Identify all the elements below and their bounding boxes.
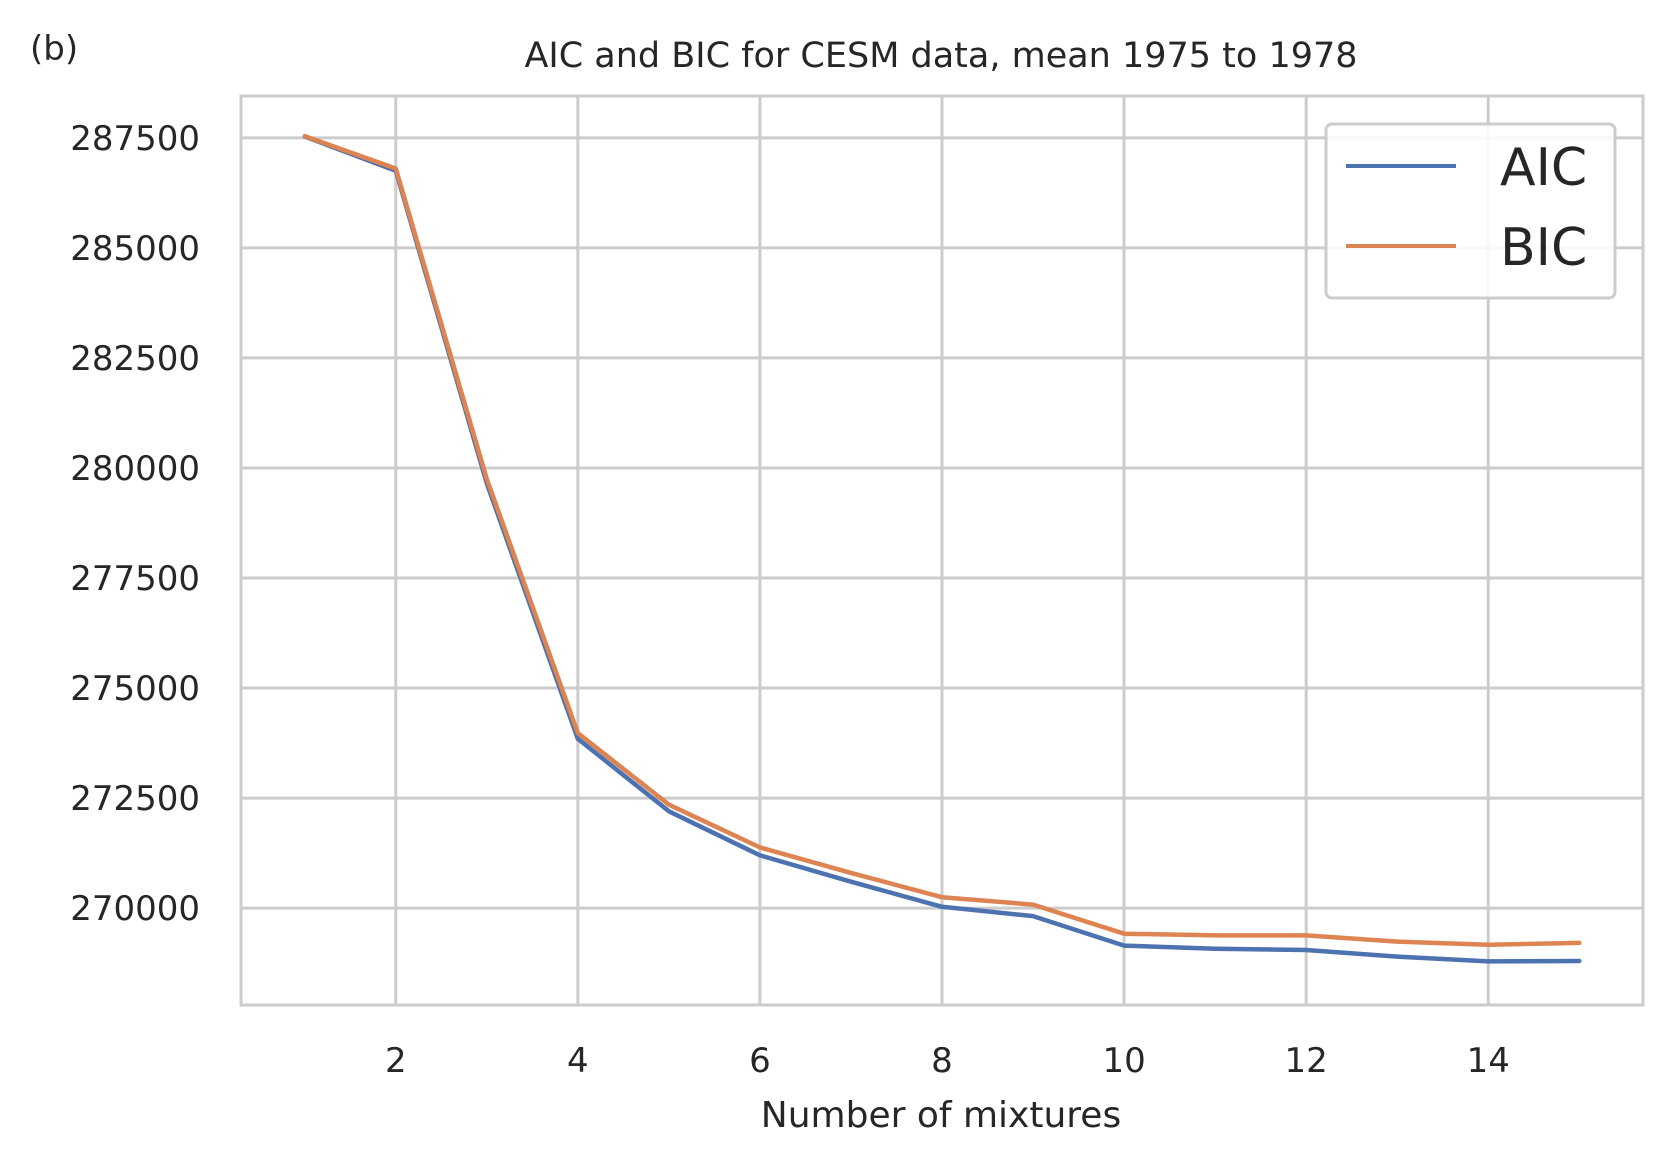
y-tick-label: 270000 <box>70 889 200 929</box>
y-tick-label: 277500 <box>70 559 200 599</box>
series-lines <box>302 133 1582 964</box>
x-tick-label: 4 <box>567 1041 589 1081</box>
x-tick-label: 8 <box>931 1041 953 1081</box>
legend-label-aic: AIC <box>1500 138 1587 198</box>
legend-label-bic: BIC <box>1500 218 1587 278</box>
chart-title: AIC and BIC for CESM data, mean 1975 to … <box>524 36 1357 76</box>
y-tick-label: 275000 <box>70 669 200 709</box>
tick-labels: 2 4 6 8 10 12 14 270000 272500 275000 277500 280000… <box>70 119 1510 1081</box>
legend: AIC BIC <box>1324 122 1617 300</box>
x-tick-label: 6 <box>749 1041 771 1081</box>
y-tick-label: 280000 <box>70 449 200 489</box>
panel-label: (b) <box>30 29 78 69</box>
plot-frame <box>239 94 1645 1007</box>
x-tick-label: 14 <box>1467 1041 1510 1081</box>
x-tick-label: 10 <box>1102 1041 1145 1081</box>
x-tick-label: 12 <box>1285 1041 1328 1081</box>
y-tick-label: 285000 <box>70 229 200 269</box>
series-line-bic <box>302 133 1582 947</box>
y-tick-label: 282500 <box>70 339 200 379</box>
y-tick-label: 287500 <box>70 119 200 159</box>
x-tick-label: 2 <box>385 1041 407 1081</box>
y-tick-label: 272500 <box>70 779 200 819</box>
x-axis-label: Number of mixtures <box>761 1095 1121 1136</box>
